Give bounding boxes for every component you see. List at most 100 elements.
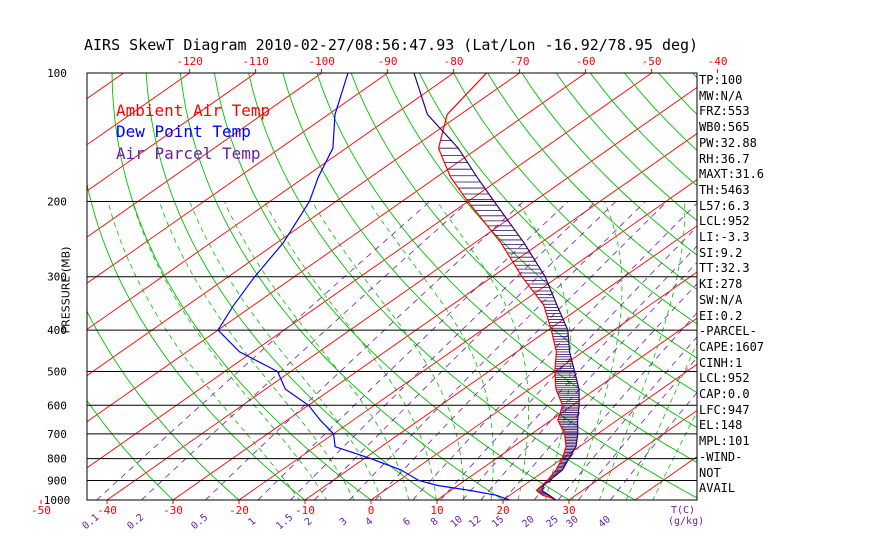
isotherm-line — [87, 73, 190, 146]
top-temp-tick-label: -60 — [576, 55, 596, 68]
index-item: FRZ:553 — [699, 104, 750, 119]
dry-adiabat-line — [87, 182, 306, 500]
top-temp-tick-label: -120 — [176, 55, 203, 68]
isotherm-line — [767, 73, 870, 500]
dry-adiabat-line — [87, 310, 240, 500]
index-item: EI:0.2 — [699, 308, 743, 323]
moist-adiabat-line — [189, 201, 382, 500]
mixing-ratio-line — [290, 201, 596, 500]
index-item: SW:N/A — [699, 292, 743, 307]
mixing-ratio-line — [374, 201, 668, 500]
top-temp-tick-label: -40 — [708, 55, 728, 68]
pressure-label: 400 — [47, 324, 67, 337]
index-item: -WIND- — [699, 449, 743, 464]
legend-ambient-air-temp: Ambient Air Temp — [116, 101, 271, 120]
bottom-temp-tick-label: -30 — [163, 504, 183, 517]
mixing-ratio-line — [141, 201, 469, 500]
index-item: MW:N/A — [699, 88, 743, 103]
bottom-temp-tick-label: -10 — [295, 504, 315, 517]
mixing-ratio-line — [96, 201, 431, 500]
moist-adiabat-line — [625, 342, 697, 500]
moist-adiabat-line — [368, 201, 494, 500]
dry-adiabat-line — [795, 73, 870, 509]
moist-adiabat-line — [131, 201, 327, 500]
bottom-temp-tick-label: 0 — [368, 504, 375, 517]
index-item: CINH:1 — [699, 355, 743, 370]
chart-title: AIRS SkewT Diagram 2010-02-27/08:56:47.9… — [84, 36, 699, 54]
index-item: LCL:952 — [699, 214, 750, 229]
isotherm-line — [304, 225, 697, 500]
index-item: LI:-3.3 — [699, 230, 750, 244]
index-item: -PARCEL- — [699, 324, 757, 339]
isotherm-line — [106, 86, 697, 500]
isotherm-line — [436, 317, 697, 500]
index-item: TH:5463 — [699, 182, 750, 197]
legend-air-parcel-temp: Air Parcel Temp — [116, 144, 261, 163]
dry-adiabat-line — [487, 73, 697, 291]
bottom-temp-tick-label: -20 — [229, 504, 249, 517]
top-temp-tick-label: -90 — [378, 55, 398, 68]
mixing-ratio-label: 2 — [303, 516, 315, 528]
mixing-ratio-label: 12 — [467, 514, 483, 530]
dry-adiabat-line — [87, 399, 174, 500]
moist-adiabat-line — [264, 201, 437, 500]
index-item: NOT — [699, 465, 721, 480]
mixing-ratio-label: 4 — [364, 516, 376, 528]
index-item: TP:100 — [699, 73, 743, 87]
pressure-label: 300 — [47, 271, 67, 284]
dry-adiabat-line — [145, 73, 438, 500]
dry-adiabat-line — [453, 73, 697, 325]
bottom-temp-tick-label: -50 — [31, 504, 51, 517]
mixing-ratio-line — [349, 201, 646, 500]
moist-adiabat-line — [311, 201, 465, 500]
mixing-ratio-unit: (g/kg) — [668, 516, 704, 527]
pressure-label: 200 — [47, 196, 67, 209]
index-item: RH:36.7 — [699, 151, 750, 166]
index-item: KI:278 — [699, 277, 743, 292]
isotherm-line — [87, 73, 256, 192]
dry-adiabat-line — [282, 73, 697, 499]
pressure-label: 600 — [47, 399, 67, 412]
plot-frame — [86, 72, 698, 501]
mixing-ratio-label: 25 — [545, 514, 561, 530]
mixing-ratio-label: 20 — [520, 514, 536, 530]
bottom-temp-tick-label: 20 — [496, 504, 509, 517]
isotherm-line — [87, 73, 322, 238]
top-temp-tick-label: -110 — [242, 55, 269, 68]
mixing-ratio-label: 8 — [429, 516, 441, 528]
index-item: EL:148 — [699, 418, 743, 433]
mixing-ratio-line — [257, 201, 569, 500]
index-item: AVAIL — [699, 481, 736, 496]
y-axis-label: PRESSURE (MB) — [59, 246, 73, 334]
index-item: SI:9.2 — [699, 245, 743, 260]
dew-point-temp-line — [217, 73, 510, 500]
isotherm-line — [370, 271, 697, 500]
bottom-temp-tick-label: 10 — [430, 504, 443, 517]
top-temp-tick-label: -100 — [308, 55, 335, 68]
index-item: TT:32.3 — [699, 261, 750, 276]
dry-adiabat-line — [248, 73, 636, 500]
dry-adiabat-line — [418, 73, 697, 359]
air-parcel-temp-line — [413, 73, 580, 500]
mixing-ratio-line — [412, 202, 697, 500]
moist-adiabat-line — [598, 201, 686, 500]
dry-adiabat-line — [316, 73, 697, 463]
index-item: WB0:565 — [699, 120, 750, 135]
moist-adiabat-line — [652, 410, 697, 500]
isotherm-line — [87, 73, 520, 377]
isotherm-line — [87, 73, 652, 469]
moist-adiabat-line — [107, 201, 300, 500]
dry-adiabat-line — [179, 73, 504, 500]
mixing-ratio-line — [440, 226, 697, 500]
moist-adiabat-line — [517, 201, 572, 500]
mixing-ratio-line — [462, 245, 697, 500]
index-item: MAXT:31.6 — [699, 167, 765, 182]
moist-adiabat-line — [158, 201, 355, 500]
dry-adiabat-line — [213, 73, 570, 500]
ambient-air-temp-line — [437, 73, 567, 500]
isotherm-line — [87, 73, 586, 423]
mixing-ratio-label: 0.5 — [189, 512, 210, 532]
dry-adiabat-line — [350, 73, 697, 428]
mixing-ratio-label: 3 — [338, 516, 350, 528]
